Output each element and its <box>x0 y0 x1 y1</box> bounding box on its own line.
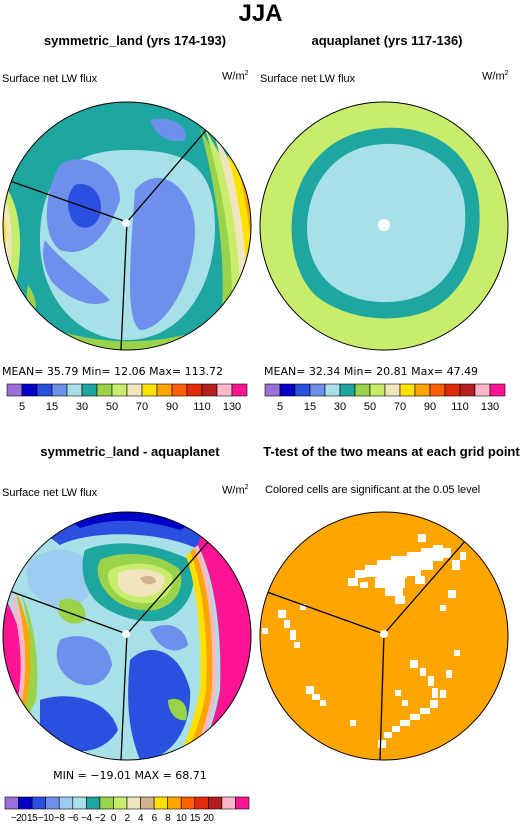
colorbar-labels-p1: 5 15 30 50 70 90 110 130 <box>7 401 247 415</box>
colorbar-tick-label: 50 <box>105 401 119 413</box>
colorbar-tick-label: 130 <box>480 401 500 413</box>
ttest-subtitle: Colored cells are significant at the 0.0… <box>265 484 481 496</box>
colorbar-tick-label: −10 <box>37 813 54 824</box>
units-label-p1: W/m2 <box>222 70 249 83</box>
colorbar-tick-label: 15 <box>303 401 317 413</box>
variable-label-p2: Surface net LW flux <box>260 73 356 85</box>
colorbar-tick-label: 4 <box>138 813 144 824</box>
colorbar-tick-label: 6 <box>151 813 158 824</box>
colorbar-tick-label: 90 <box>165 401 179 413</box>
colorbar-tick-label: 30 <box>75 401 89 413</box>
colorbar-abs-p2 <box>264 383 506 397</box>
panel-title-aquaplanet: aquaplanet (yrs 117-136) <box>311 33 463 48</box>
colorbar-tick-label: 5 <box>18 401 26 413</box>
variable-label-p1: Surface net LW flux <box>2 73 98 85</box>
colorbar-tick-label: −6 <box>67 813 79 824</box>
panel-title-symmetric-land: symmetric_land (yrs 174-193) <box>43 33 227 48</box>
colorbar-tick-label: 15 <box>27 813 38 824</box>
colorbar-tick-label: 0 <box>110 813 117 824</box>
units-label-p2: W/m2 <box>482 70 509 83</box>
colorbar-abs-p1 <box>6 383 248 397</box>
stats-p1: MEAN= 35.79 Min= 12.06 Max= 113.72 <box>2 365 224 378</box>
stats-p3: MIN = −19.01 MAX = 68.71 <box>53 769 207 782</box>
colorbar-tick-label: 5 <box>276 401 284 413</box>
colorbar-tick-label: 15 <box>45 401 59 413</box>
colorbar-tick-label: 10 <box>176 813 187 824</box>
colorbar-tick-label: 110 <box>193 401 211 413</box>
colorbar-tick-label: −20 <box>10 813 27 824</box>
colorbar-tick-label: 2 <box>124 813 130 824</box>
colorbar-tick-label: 30 <box>333 401 347 413</box>
colorbar-tick-label: −4 <box>81 813 92 824</box>
colorbar-tick-label: 90 <box>423 401 437 413</box>
colorbar-box <box>489 383 506 397</box>
panel-title-difference: symmetric_land - aquaplanet <box>40 444 220 459</box>
colorbar-tick-label: −8 <box>54 813 65 824</box>
colorbar-tick-label: 70 <box>393 401 407 413</box>
colorbar-tick-label: 20 <box>203 813 214 824</box>
colorbar-tick-label: 50 <box>363 401 377 413</box>
variable-label-p3: Surface net LW flux <box>2 487 98 499</box>
units-label-p3: W/m2 <box>222 484 249 497</box>
colorbar-tick-label: 15 <box>189 813 201 824</box>
stats-p2: MEAN= 32.34 Min= 20.81 Max= 47.49 <box>264 365 479 378</box>
colorbar-box <box>235 796 250 810</box>
colorbar-tick-label: 8 <box>165 813 171 824</box>
colorbar-diff-p3 <box>4 796 250 810</box>
colorbar-labels-p3: −20 15 −10 −8 −6 −4 −2 0 2 4 6 8 10 15 20 <box>5 813 249 825</box>
colorbar-labels-p2: 5 15 30 50 70 90 110 130 <box>265 401 505 415</box>
colorbar-tick-label: 110 <box>451 401 469 413</box>
panel-title-ttest: T-test of the two means at each grid poi… <box>263 444 520 459</box>
figure-title: JJA <box>238 0 283 27</box>
colorbar-box <box>231 383 248 397</box>
colorbar-tick-label: 70 <box>135 401 149 413</box>
colorbar-tick-label: 130 <box>222 401 242 413</box>
colorbar-tick-label: −2 <box>94 813 106 824</box>
